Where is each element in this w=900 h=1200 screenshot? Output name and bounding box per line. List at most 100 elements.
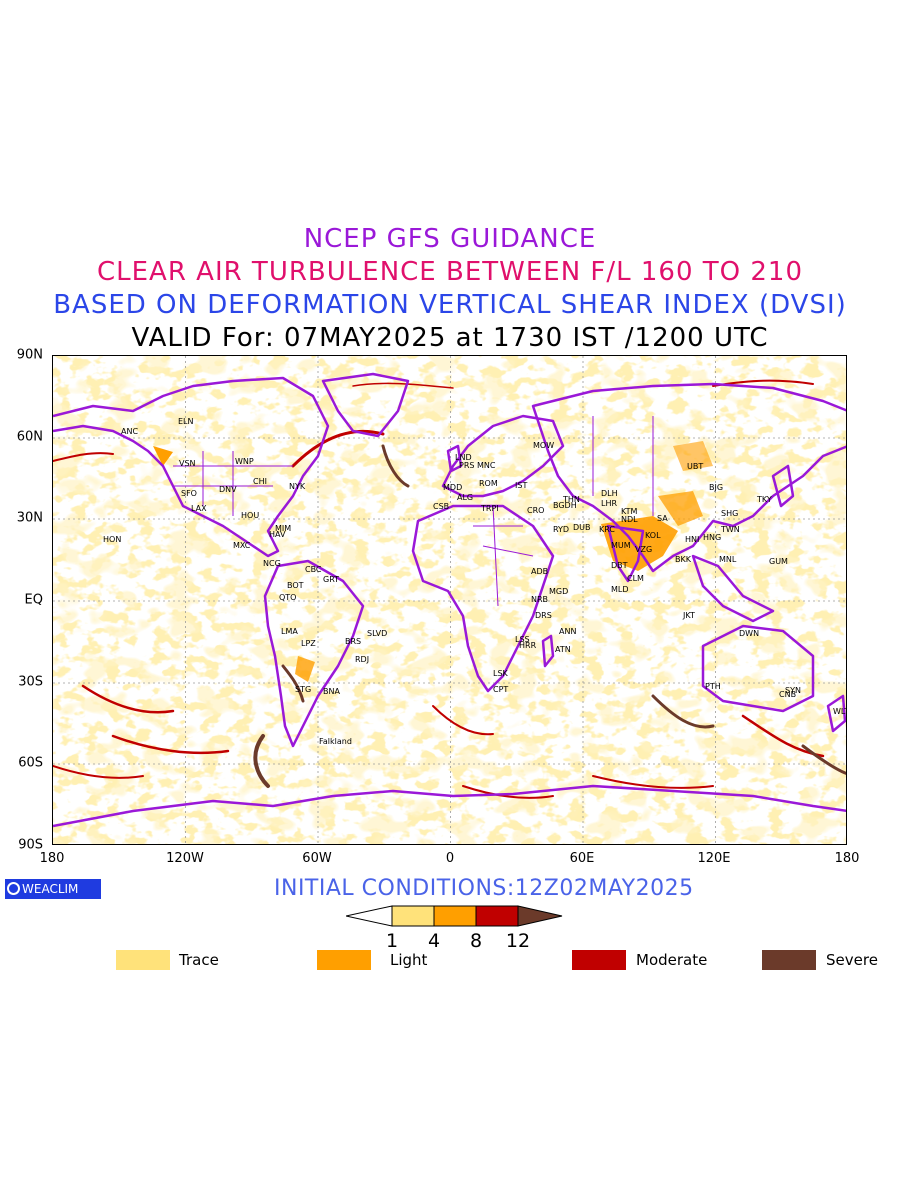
station-label: WNP	[235, 457, 254, 466]
station-label: GRT	[323, 575, 339, 584]
uk-outline	[446, 444, 463, 473]
lon-label-180w: 180	[39, 851, 65, 866]
station-label: CBC	[305, 565, 322, 574]
colorbar-tick: 1	[385, 930, 399, 952]
station-label: ADB	[531, 567, 548, 576]
title-guidance: NCEP GFS GUIDANCE	[303, 224, 597, 254]
logo-text: WEACLIM	[22, 882, 79, 896]
station-label: MLD	[611, 585, 629, 594]
lat-label-eq: EQ	[24, 592, 43, 608]
station-label: SFO	[181, 489, 197, 498]
station-label: DBT	[611, 561, 628, 570]
station-label: SHG	[721, 509, 738, 518]
station-label: SYN	[785, 686, 801, 695]
trace-texture-2	[53, 356, 846, 844]
south-america-outline	[263, 559, 365, 748]
station-label: NCG	[263, 559, 281, 568]
lat-label-30s: 30S	[18, 674, 43, 690]
map-canvas: ANC ELN VSN WNP SFO DNV CHI NYK LAX HOU …	[53, 356, 846, 844]
station-label: CRO	[527, 506, 544, 515]
legend-label-light: Light	[390, 951, 428, 969]
moderate-severe-streaks	[53, 379, 846, 799]
station-label: JKT	[682, 611, 695, 620]
madagascar-outline	[541, 634, 555, 668]
station-label: IST	[515, 481, 527, 490]
station-label: LMA	[281, 627, 298, 636]
station-label: HNI	[685, 535, 699, 544]
station-label: MXC	[233, 541, 251, 550]
station-label: MGD	[549, 587, 568, 596]
logo-circle-icon	[7, 882, 20, 895]
station-label: PRS	[459, 461, 474, 470]
station-label: HNG	[703, 533, 721, 542]
station-label: VSN	[179, 459, 196, 468]
station-label: RDJ	[355, 655, 369, 664]
station-label: ROM	[479, 479, 498, 488]
station-label: ANN	[559, 627, 576, 636]
legend-label-trace: Trace	[179, 951, 219, 969]
station-label: NYK	[289, 482, 306, 491]
station-label: SLVD	[367, 629, 387, 638]
station-label: TKY	[756, 495, 772, 504]
station-label: LND	[455, 453, 472, 462]
station-label: TRPI	[480, 504, 499, 513]
title-method: BASED ON DEFORMATION VERTICAL SHEAR INDE…	[53, 290, 847, 320]
australia-outline	[701, 624, 815, 713]
station-label: NRB	[531, 595, 548, 604]
colorbar-light	[433, 905, 477, 927]
new-zealand-outline	[826, 694, 846, 733]
political-borders	[173, 416, 654, 607]
station-label: BRS	[345, 637, 361, 646]
station-label: LAX	[191, 504, 207, 513]
colorbar-severe	[517, 905, 563, 927]
legend-swatch-light	[317, 950, 371, 970]
station-label: Falkland	[319, 737, 352, 746]
lon-label-120w: 120W	[166, 851, 204, 866]
station-label: PTH	[705, 682, 721, 691]
station-label: HRR	[519, 641, 537, 650]
colorbar-tick: 12	[505, 930, 531, 952]
india-outline	[606, 524, 645, 583]
lat-label-90s: 90S	[18, 837, 43, 853]
station-label: CSB	[433, 502, 449, 511]
station-label: DNV	[219, 485, 237, 494]
europe-outline	[441, 414, 565, 498]
colorbar-trace	[391, 905, 435, 927]
station-label: CPT	[493, 685, 508, 694]
station-label: MDD	[443, 483, 462, 492]
colorbar-under	[346, 905, 393, 927]
asia-outline	[531, 382, 846, 573]
antarctica-outline	[53, 784, 846, 828]
station-label: LSK	[493, 669, 509, 678]
lon-label-60w: 60W	[302, 851, 332, 866]
coastlines	[53, 372, 846, 828]
station-label: DUB	[573, 523, 591, 532]
colorbar-moderate	[475, 905, 519, 927]
lon-label-60e: 60E	[569, 851, 595, 866]
station-label: QTO	[279, 593, 296, 602]
lat-label-30n: 30N	[16, 510, 43, 526]
station-label: HAV	[269, 530, 286, 539]
title-product: CLEAR AIR TURBULENCE BETWEEN F/L 160 TO …	[96, 257, 804, 287]
station-label: HON	[103, 535, 121, 544]
station-label: DWN	[739, 629, 759, 638]
colorbar-tick: 8	[469, 930, 483, 952]
station-label: LSS	[515, 635, 530, 644]
colorbar-tick: 4	[427, 930, 441, 952]
station-label: MUM	[611, 541, 631, 550]
station-label: BNA	[323, 687, 340, 696]
station-label: LPZ	[301, 639, 316, 648]
station-label: DRS	[535, 611, 552, 620]
station-label: CNB	[779, 690, 796, 699]
legend-swatch-trace	[116, 950, 170, 970]
station-label: NDL	[621, 515, 638, 524]
greenland-outline	[321, 372, 410, 438]
lat-label-60s: 60S	[18, 755, 43, 771]
colorbar	[346, 905, 563, 927]
weaclim-logo: WEACLIM	[5, 879, 101, 899]
legend-swatch-moderate	[572, 950, 626, 970]
station-label: VZG	[635, 545, 652, 554]
africa-outline	[411, 504, 555, 693]
station-labels: ANC ELN VSN WNP SFO DNV CHI NYK LAX HOU …	[103, 417, 846, 746]
station-label: BGDH	[553, 501, 577, 510]
